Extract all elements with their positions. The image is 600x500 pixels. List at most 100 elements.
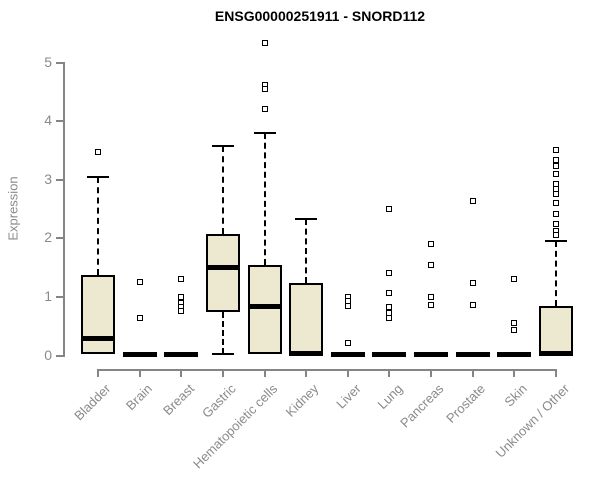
x-tick-label: Liver [332,381,364,412]
x-axis-line [97,369,558,371]
outlier-point [386,304,393,311]
outlier-point [136,314,143,321]
outlier-point [553,220,560,227]
outlier-point [469,280,476,287]
outlier-point [511,275,518,282]
outlier-point [469,197,476,204]
outlier-point [261,85,268,92]
outlier-point [178,307,185,314]
chart-title: ENSG00000251911 - SNORD112 [214,8,426,24]
median-line [164,352,199,357]
outlier-point [553,199,560,206]
y-tick-label: 2 [44,229,52,246]
median-line [455,352,490,357]
x-tick-label: Unknown / Other [492,381,572,461]
outlier-point [553,170,560,177]
x-axis-tick [430,369,433,377]
x-axis-tick [221,369,224,377]
outlier-point [178,293,185,300]
y-axis-tick [56,237,64,240]
outlier-point [553,162,560,169]
outlier-point [344,339,351,346]
outlier-point [428,261,435,268]
y-axis-tick [56,295,64,298]
upper-whisker-line [555,240,558,307]
x-axis-tick [305,369,308,377]
x-tick-label: Bladder [71,381,114,424]
outlier-point [553,190,560,197]
outlier-point [428,301,435,308]
y-axis-line [63,61,65,357]
y-axis-tick [56,178,64,181]
outlier-point [386,206,393,212]
upper-whisker-line [97,176,99,275]
outlier-point [386,289,393,296]
median-line [497,352,532,357]
outlier-point [553,210,560,217]
outlier-point [553,232,560,239]
outlier-point [428,241,435,248]
x-axis-tick [263,369,266,377]
box-gastric [205,233,240,313]
upper-whisker-cap [295,217,318,220]
x-axis-tick [513,369,516,377]
outlier-point [344,302,351,309]
median-line [372,352,407,357]
x-axis-tick [138,369,141,377]
box-bladder [81,274,115,355]
y-tick-label: 0 [44,346,52,363]
box-kidney [289,283,324,356]
y-axis-tick [56,120,64,123]
box-hematopoietic-cells [247,264,282,354]
upper-whisker-cap [253,131,276,134]
outlier-point [428,294,435,301]
x-tick-label: Kidney [283,381,322,420]
upper-whisker-line [263,132,266,265]
lower-whisker-cap [211,353,234,356]
outlier-point [469,301,476,308]
outlier-point [178,275,185,282]
outlier-point [136,279,143,286]
y-tick-label: 1 [44,287,52,304]
x-tick-label: Brain [123,381,156,414]
x-axis-tick [471,369,474,377]
y-tick-label: 3 [44,170,52,187]
outlier-point [511,319,518,326]
outlier-point [95,148,101,155]
y-axis-tick [56,61,64,64]
upper-whisker-cap [545,239,568,242]
median-line [205,265,240,270]
x-tick-label: Skin [501,381,531,410]
outlier-point [386,314,393,321]
x-tick-label: Gastric [198,381,239,421]
lower-whisker-line [221,312,224,355]
outlier-point [261,106,268,113]
median-line [539,351,574,356]
median-line [81,336,115,341]
x-axis-tick [555,369,558,377]
y-axis-tick [56,354,64,357]
median-line [414,352,449,357]
x-axis-tick [388,369,391,377]
median-line [247,304,282,309]
upper-whisker-cap [211,144,234,147]
x-axis-tick [180,369,183,377]
upper-whisker-line [221,145,224,234]
x-tick-label: Lung [374,381,406,413]
y-tick-label: 4 [44,112,52,129]
outlier-point [261,40,268,47]
x-axis-tick [97,369,99,377]
outlier-point [553,147,560,154]
upper-whisker-line [305,218,308,284]
x-tick-label: Pancreas [397,381,447,431]
x-tick-label: Prostate [443,381,489,426]
outlier-point [511,326,518,333]
outlier-point [386,270,393,277]
median-line [289,351,324,356]
box-unknown-other [539,306,574,356]
upper-whisker-cap [87,175,109,178]
x-tick-label: Breast [159,381,197,419]
y-tick-label: 5 [44,53,52,70]
